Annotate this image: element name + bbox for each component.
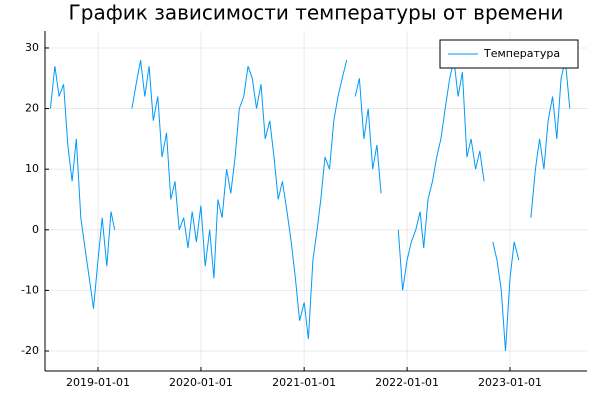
- data-line: [49, 59, 571, 352]
- y-tick-label: -20: [21, 344, 39, 357]
- y-tick-label: 30: [25, 41, 39, 54]
- y-tick-label: -10: [21, 283, 39, 296]
- y-tick-label: 10: [25, 162, 39, 175]
- y-tick-label: 20: [25, 102, 39, 115]
- y-tick-label: 0: [32, 223, 39, 236]
- legend-label: Температура: [483, 47, 560, 60]
- x-tick-label: 2022-01-01: [375, 376, 439, 389]
- x-tick-label: 2020-01-01: [169, 376, 233, 389]
- x-tick-label: 2023-01-01: [478, 376, 542, 389]
- chart-title: График зависимости температуры от времен…: [69, 1, 564, 25]
- x-tick-label: 2021-01-01: [272, 376, 336, 389]
- x-tick-label: 2019-01-01: [66, 376, 130, 389]
